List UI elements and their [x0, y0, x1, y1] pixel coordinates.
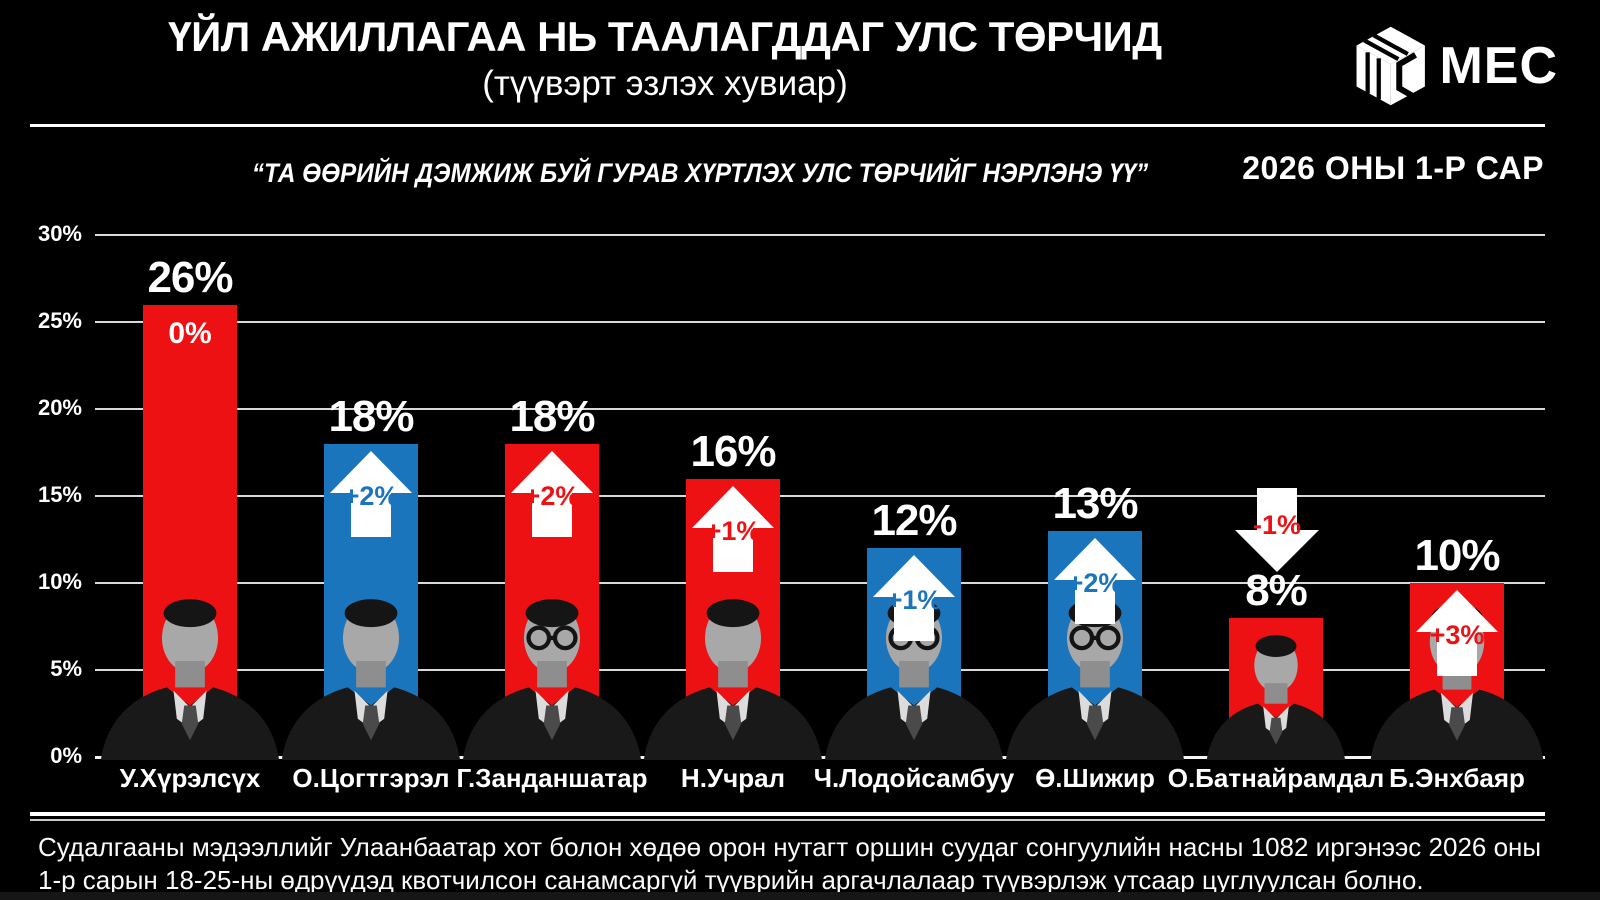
bar-value-label: 18% [328, 392, 414, 441]
bar-value-label: 18% [509, 392, 595, 441]
gridline-20 [95, 408, 1545, 410]
y-axis-label-10: 10% [37, 569, 82, 594]
up-arrow-icon [330, 451, 412, 537]
survey-question: “ТА ӨӨРИЙН ДЭМЖИЖ БУЙ ГУРАВ ХҮРТЛЭХ УЛС … [251, 158, 1149, 188]
y-axis-label-30: 30% [37, 221, 82, 246]
up-change-arrow: +2% [511, 451, 593, 542]
up-arrow-icon [873, 555, 955, 641]
footer-divider-secondary [30, 819, 1545, 821]
gridline-25 [95, 321, 1545, 323]
portrait-photo-2 [272, 595, 470, 760]
bar-value-label: 13% [1052, 479, 1138, 528]
y-axis-label-25: 25% [37, 308, 82, 333]
change-label: +3% [1429, 620, 1485, 650]
methodology-note: Судалгааны мэдээллийг Улаанбаатар хот бо… [38, 832, 1542, 896]
portrait-photo-4 [634, 595, 832, 760]
politician-name: Ө.Шижир [1035, 763, 1155, 793]
change-label: +2% [1067, 568, 1123, 598]
bar-value-label: 12% [871, 496, 957, 545]
down-change-arrow: -1% [1235, 488, 1319, 577]
page-title: ҮЙЛ АЖИЛЛАГАА НЬ ТААЛАГДДАГ УЛС ТӨРЧИД [168, 13, 1162, 60]
footer-divider [30, 812, 1545, 816]
up-change-arrow: +2% [1054, 538, 1136, 629]
portrait-illustration [462, 599, 642, 760]
up-change-arrow: +2% [330, 451, 412, 542]
bar-value-label: 26% [147, 253, 233, 302]
up-change-arrow: +1% [692, 486, 774, 577]
survey-period: 2026 ОНЫ 1-Р САР [1242, 150, 1544, 186]
up-arrow-icon [692, 486, 774, 572]
up-arrow-icon [1054, 538, 1136, 624]
header-divider [30, 124, 1545, 127]
mec-logo-cube-icon [1356, 26, 1425, 106]
portrait-illustration [100, 599, 280, 760]
change-label: +2% [524, 481, 580, 511]
politician-name: О.Цогтгэрэл [292, 763, 450, 793]
politician-name: Ч.Лодойсамбуу [813, 763, 1015, 793]
change-label: +2% [343, 481, 399, 511]
y-axis-label-15: 15% [37, 482, 82, 507]
portrait-illustration [643, 599, 823, 760]
politician-name: О.Батнайрамдал [1167, 763, 1385, 793]
y-axis-label-0: 0% [50, 743, 82, 768]
portrait-photo-7 [1199, 632, 1353, 760]
y-axis-label-5: 5% [50, 656, 82, 681]
bar-value-label: 16% [690, 427, 776, 476]
y-axis-label-20: 20% [37, 395, 82, 420]
change-label: 0% [168, 317, 212, 350]
change-label: +1% [705, 516, 761, 546]
up-arrow-icon [1416, 590, 1498, 676]
up-change-arrow: +1% [873, 555, 955, 646]
up-arrow-icon [511, 451, 593, 537]
bottom-strip [0, 892, 1600, 900]
politician-name: У.Хүрэлсүх [119, 763, 261, 793]
politician-name: Б.Энхбаяр [1389, 763, 1525, 793]
mec-logo-text: MEC [1439, 37, 1558, 95]
portrait-illustration [1206, 635, 1346, 760]
gridline-10 [95, 582, 1545, 584]
gridline-5 [95, 669, 1545, 671]
page-subtitle: (түүвэрт эзлэх хувиар) [482, 64, 848, 104]
politician-name: Г.Занданшатар [456, 763, 648, 793]
portrait-photo-3 [453, 595, 651, 760]
gridline-30 [95, 234, 1545, 236]
down-arrow-icon [1235, 488, 1319, 572]
gridline-15 [95, 495, 1545, 497]
change-label: -1% [1252, 510, 1301, 540]
header: ҮЙЛ АЖИЛЛАГАА НЬ ТААЛАГДДАГ УЛС ТӨРЧИД (… [0, 13, 1330, 104]
portrait-photo-1 [91, 595, 289, 760]
bar-value-label: 8% [1245, 566, 1308, 615]
portrait-illustration [281, 599, 461, 760]
bar-value-label: 10% [1414, 531, 1500, 580]
politician-name: Н.Учрал [680, 763, 786, 793]
change-label: +1% [886, 585, 942, 615]
up-change-arrow: +3% [1416, 590, 1498, 681]
mec-logo: MEC [1348, 16, 1558, 116]
